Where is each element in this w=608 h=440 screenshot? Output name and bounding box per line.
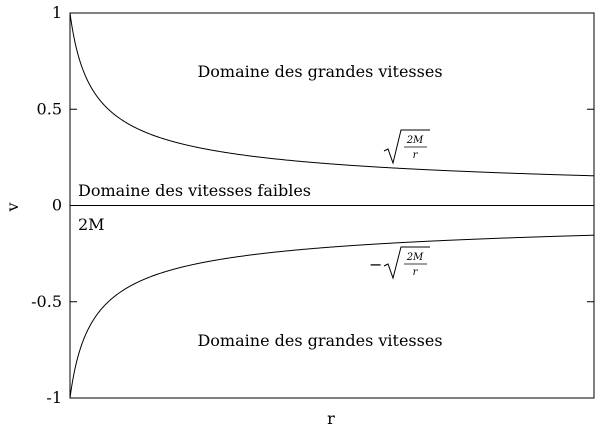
series-group xyxy=(69,12,595,399)
x-axis-label: r xyxy=(327,409,335,428)
plot-frame xyxy=(69,12,595,399)
slow-region-label: Domaine des vitesses faibles xyxy=(78,181,311,200)
horizon-label: 2M xyxy=(78,215,105,234)
lower-denominator: r xyxy=(413,267,419,278)
series-line-positive xyxy=(69,12,595,177)
lower-numerator: 2M xyxy=(406,252,424,263)
lower-curve-label: − 2M r xyxy=(369,246,430,280)
lower-minus-sign: − xyxy=(369,255,382,274)
series-line-negative xyxy=(69,234,595,399)
upper-sqrt-sign xyxy=(383,129,430,165)
upper-region-label: Domaine des grandes vitesses xyxy=(197,62,442,81)
y-tick-label: 1 xyxy=(52,3,62,22)
y-tick-label: 0 xyxy=(52,196,62,215)
y-tick-label: 0.5 xyxy=(37,99,62,118)
lower-region-label: Domaine des grandes vitesses xyxy=(197,331,442,350)
upper-curve-label: 2M r xyxy=(383,129,430,165)
upper-numerator: 2M xyxy=(406,135,424,146)
lower-sqrt-sign xyxy=(383,246,430,280)
upper-denominator: r xyxy=(413,150,419,161)
y-tick-label: -0.5 xyxy=(31,292,62,311)
y-tick-label: -1 xyxy=(46,388,62,407)
y-tick-labels: 1 0.5 0 -0.5 -1 xyxy=(31,3,62,407)
y-axis-label: v xyxy=(3,202,22,212)
